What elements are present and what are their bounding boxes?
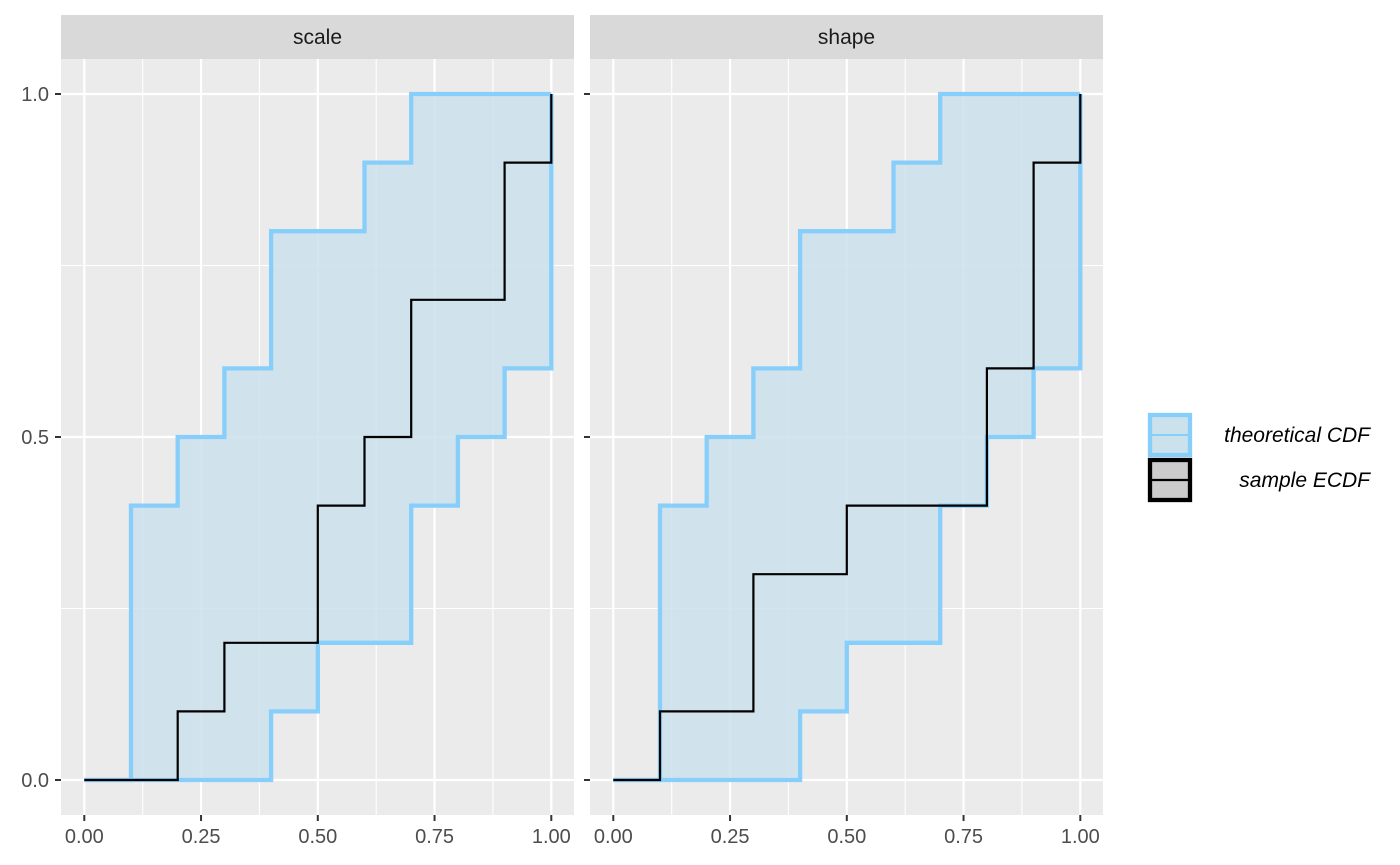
x-tick-label: 0.75: [944, 826, 983, 848]
y-tick-label: 0.5: [21, 427, 49, 449]
x-tick-label: 0.00: [594, 826, 633, 848]
ecdf-line: [613, 94, 1082, 782]
y-tick-label: 0.0: [21, 770, 49, 792]
legend-key-line: [1147, 457, 1193, 503]
band-lower-line: [613, 94, 1083, 783]
legend-key-band: [1147, 412, 1193, 458]
x-tick-label: 0.25: [182, 826, 221, 848]
band-upper-line: [613, 91, 1081, 783]
legend: theoretical CDF sample ECDF: [1147, 412, 1371, 503]
band-area: [613, 94, 1081, 780]
x-tick-label: 0.50: [298, 826, 337, 848]
legend-label: sample ECDF: [1239, 469, 1371, 492]
facet-strip-label: shape: [818, 26, 875, 49]
x-tick-label: 0.50: [827, 826, 866, 848]
x-tick-label: 1.00: [532, 826, 571, 848]
facet-strip: [590, 15, 1103, 59]
x-tick-label: 0.75: [415, 826, 454, 848]
band-lower-line: [84, 94, 554, 783]
y-tick-label: 1.0: [21, 84, 49, 106]
facet-strip: [61, 15, 574, 59]
x-tick-label: 0.00: [65, 826, 104, 848]
facet-strip-label: scale: [293, 26, 342, 49]
x-tick-label: 0.25: [711, 826, 750, 848]
ecdf-line: [84, 94, 553, 782]
x-tick-label: 1.00: [1061, 826, 1100, 848]
legend-label: theoretical CDF: [1224, 424, 1371, 447]
band-area: [84, 94, 552, 780]
panel-shape: shape 0.00 0.25 0.50 0.75 1.00: [584, 15, 1103, 848]
panel-scale: scale 0.00 0.25 0.50 0.75 1.00 0.0 0.5 1.0: [21, 15, 574, 848]
band-upper-line: [84, 91, 552, 783]
